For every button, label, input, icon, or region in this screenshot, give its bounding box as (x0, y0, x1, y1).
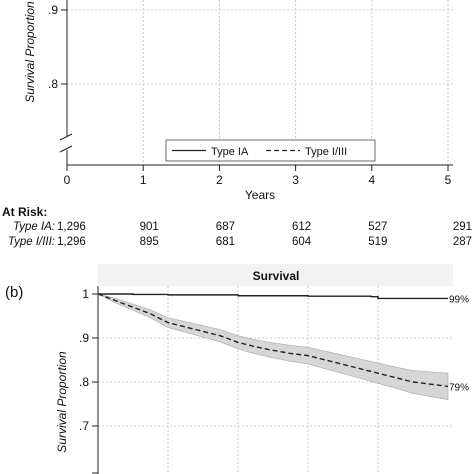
at-risk-title: At Risk: (2, 205, 47, 219)
legend-label-type-ia: Type IA (211, 146, 249, 158)
bottom-y-tick-label: .8 (79, 375, 89, 389)
at-risk-table: At Risk: Type IA: Type I/III: 1,296 901 68… (2, 205, 472, 248)
type-i-iii-ci-band (97, 293, 449, 400)
bottom-y-tick-label: 1 (82, 287, 89, 301)
bottom-chart-title: Survival (253, 269, 300, 283)
at-risk-value: 1,296 (57, 236, 86, 248)
bottom-y-ticks: 1 .9 .8 .7 (79, 287, 98, 474)
bottom-title-band (98, 264, 453, 286)
at-risk-value: 519 (368, 236, 387, 248)
top-x-axis-label: Years (245, 188, 275, 202)
type-ia-end-label: 99% (449, 294, 469, 305)
type-ia-survival-line (98, 293, 448, 300)
at-risk-row-label: Type IA: (13, 221, 55, 233)
at-risk-value: 527 (368, 221, 387, 233)
top-y-tick-label: .8 (48, 77, 58, 91)
bottom-y-tick-label: .9 (79, 331, 89, 345)
at-risk-value: 291 (453, 221, 472, 233)
at-risk-row-label: Type I/III: (8, 236, 55, 248)
top-x-tick-label: 0 (64, 173, 71, 187)
top-x-tick-label: 2 (216, 173, 223, 187)
at-risk-value: 681 (216, 236, 235, 248)
at-risk-value: 687 (216, 221, 235, 233)
top-y-axis-label: Survival Proportion (23, 1, 37, 103)
axis-break-icon (59, 133, 73, 153)
at-risk-values: 1,296 901 687 612 527 291 1,296 895 681 604 519 287 (57, 221, 472, 248)
legend-label-type-i-iii: Type I/III (305, 146, 347, 158)
top-x-tick-label: 1 (140, 173, 147, 187)
panel-label: (b) (5, 284, 23, 301)
top-panel: Survival Proportion .9 .8 0 1 2 3 4 5 Years T… (2, 0, 472, 248)
top-x-ticks: 0 1 2 3 4 5 (64, 165, 452, 187)
top-gridlines (67, 0, 453, 165)
top-x-tick-label: 3 (292, 173, 299, 187)
at-risk-value: 287 (453, 236, 472, 248)
type-i-iii-end-label: 79% (449, 382, 469, 393)
at-risk-value: 612 (292, 221, 311, 233)
legend: Type IA Type I/III (165, 139, 376, 162)
top-y-tick-label: .9 (48, 3, 58, 17)
top-x-tick-label: 4 (368, 173, 375, 187)
at-risk-value: 895 (140, 236, 159, 248)
type-i-iii-survival-line (97, 293, 449, 388)
bottom-panel: (b) Survival Survival Proportion 1 .9 .8 .7… (5, 264, 469, 474)
at-risk-value: 604 (292, 236, 312, 248)
at-risk-value: 1,296 (57, 221, 86, 233)
bottom-y-axis-label: Survival Proportion (55, 351, 69, 453)
bottom-y-tick-label: .7 (79, 419, 89, 433)
at-risk-value: 901 (140, 221, 159, 233)
top-x-tick-label: 5 (445, 173, 452, 187)
